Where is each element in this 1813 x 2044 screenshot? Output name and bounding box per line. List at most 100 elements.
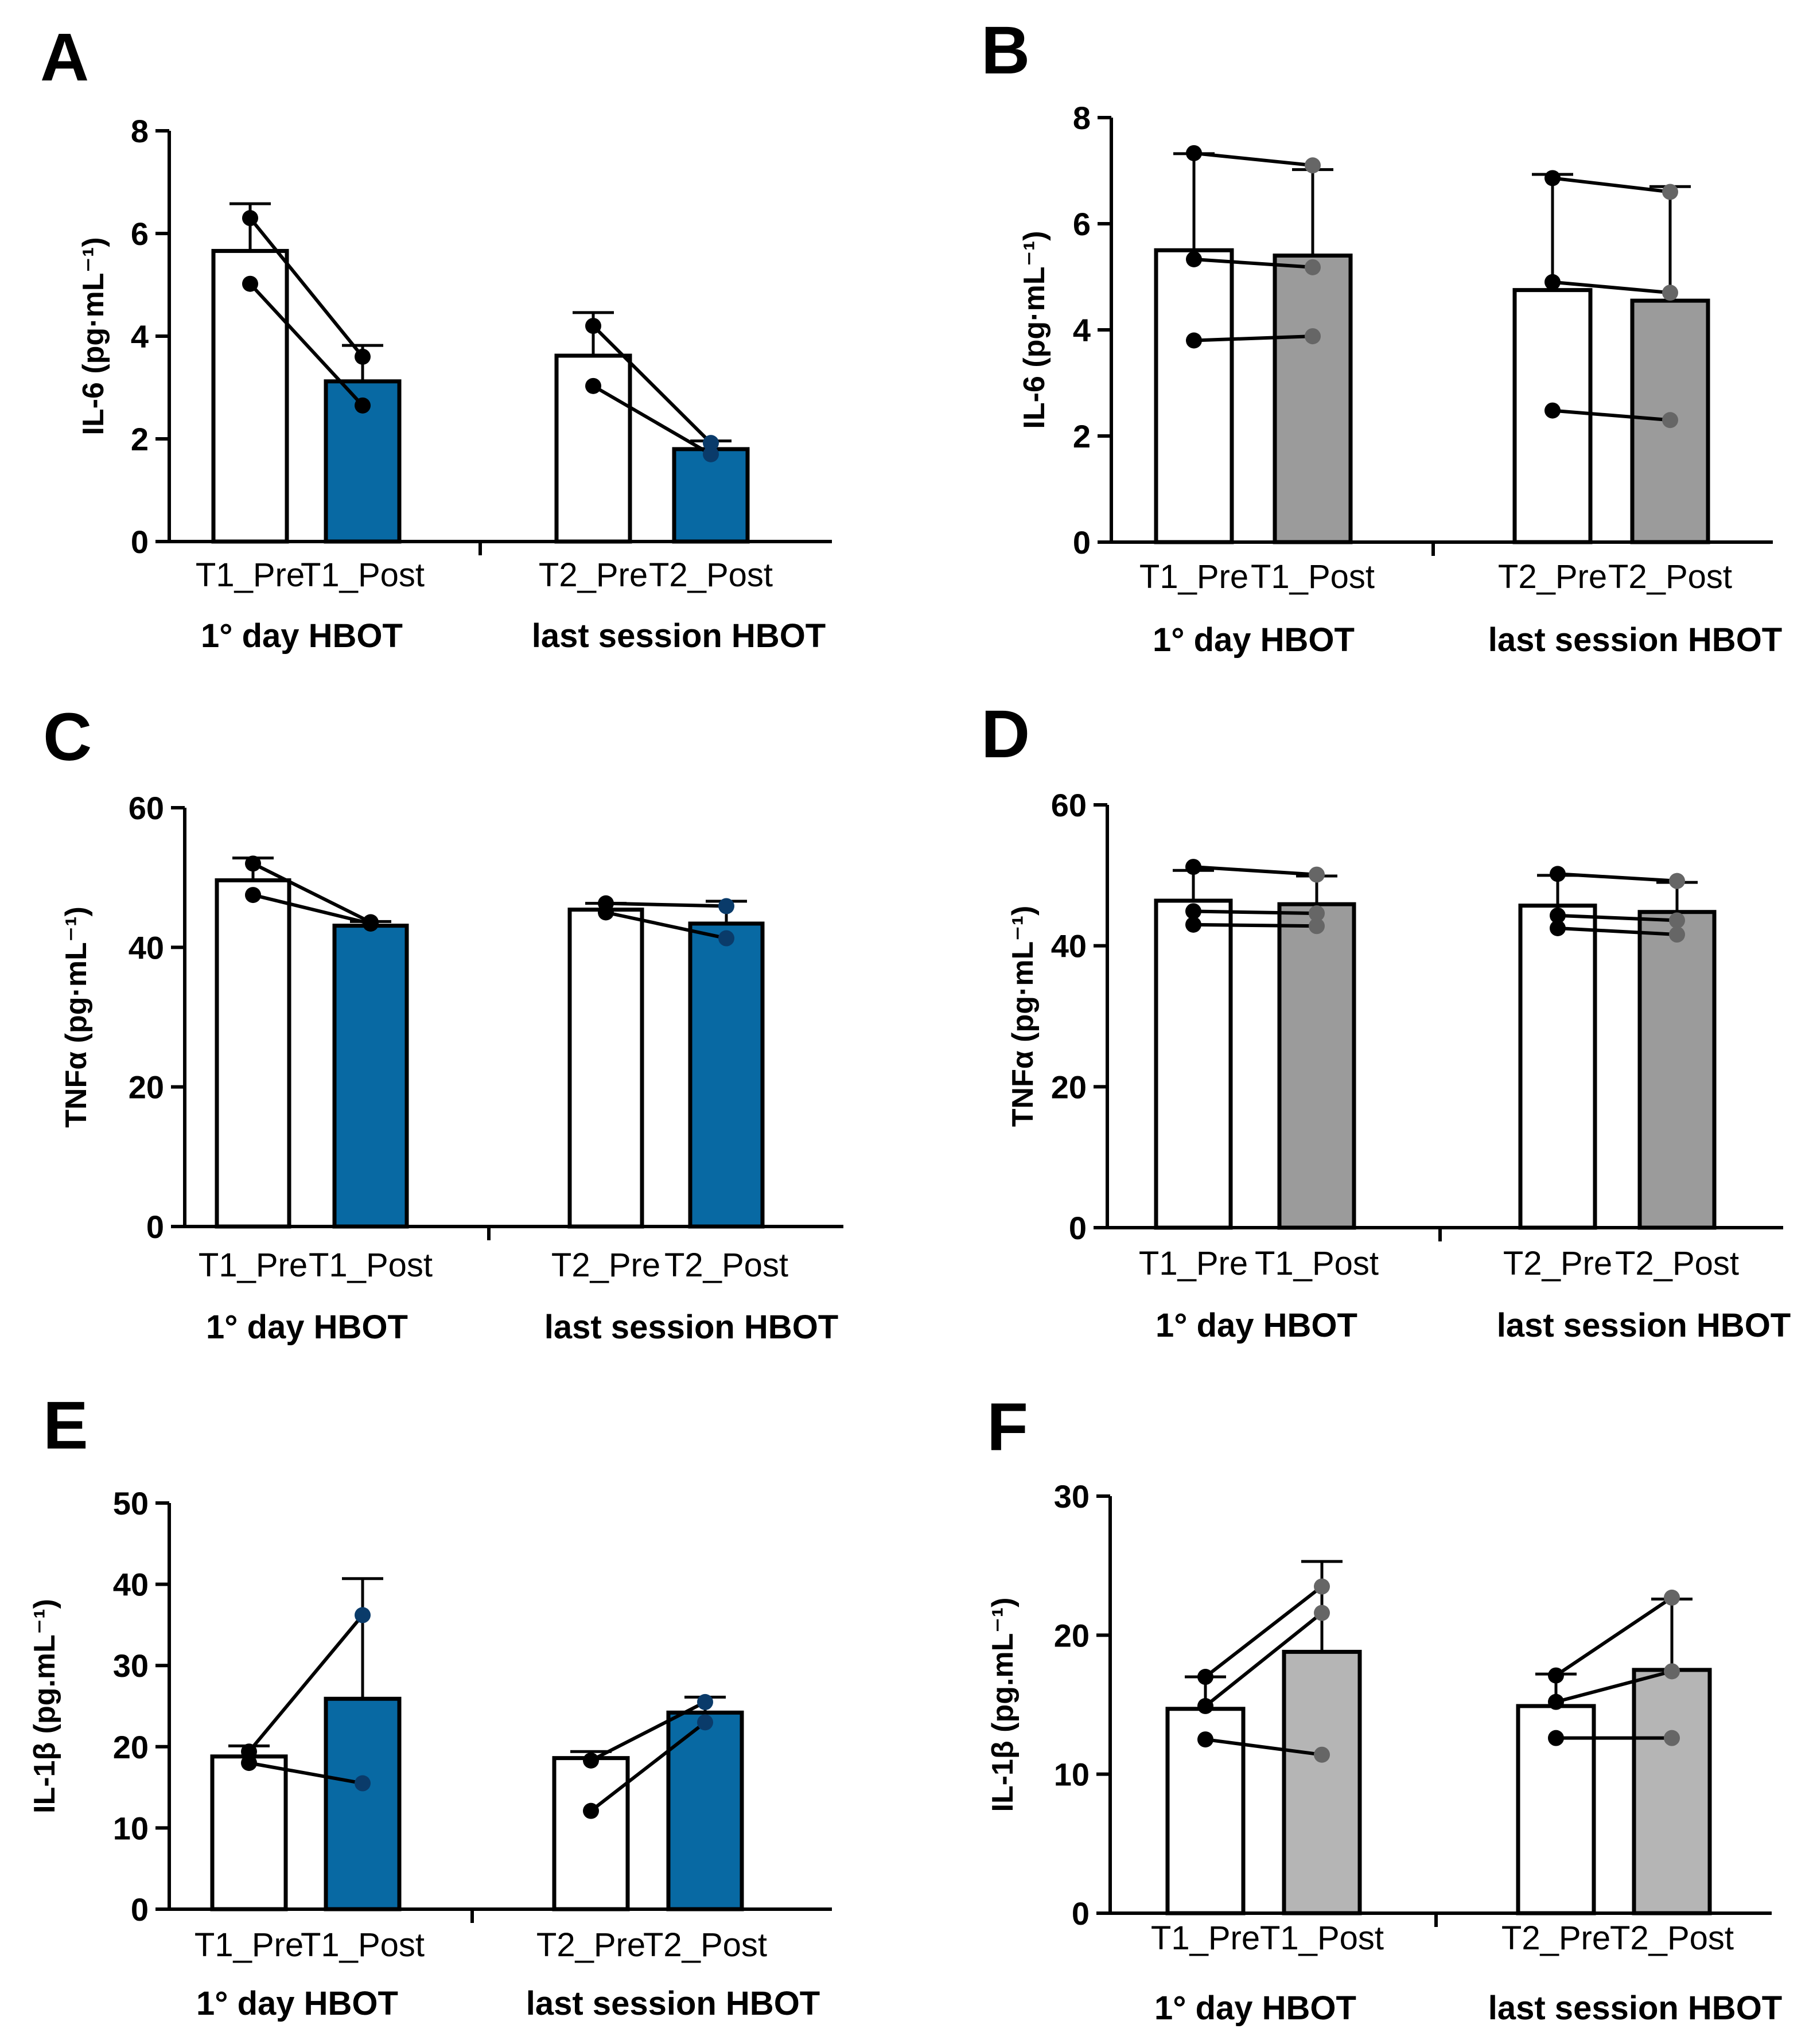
subject-point [1309,918,1325,935]
subject-line [592,384,712,456]
x-tick-label: T1_Post [1255,1245,1379,1282]
subject-line [1204,1611,1323,1708]
subject-line [252,862,372,924]
x-group-label: last session HBOT [1488,1990,1782,2027]
subject-point [1669,873,1685,889]
subject-line [1555,1596,1673,1677]
bar-t2-pre [567,908,644,1229]
chart-panel-f: F 0 10 20 30 IL-1β (pg.mL⁻¹) T1_Pre T1_Post T2_P… [986,1389,1782,2027]
subject-point [1544,170,1561,186]
x-group-label: 1° day HBOT [206,1309,408,1346]
y-tick-label: 2 [1073,418,1091,454]
subject-line [1193,151,1313,168]
subject-point [1314,1746,1330,1763]
panel-letter: C [43,699,92,775]
bar-t2-pre [1518,904,1597,1230]
y-tick-label: 20 [113,1729,149,1765]
panel-letter: E [43,1388,88,1463]
y-tick-label: 50 [113,1485,149,1521]
y-tick-label: 20 [1051,1069,1087,1105]
panel-letter: B [981,13,1030,88]
x-tick-label: T2_Post [649,556,773,594]
x-tick-label: T1_Post [1260,1920,1384,1957]
x-tick-label: T2_Pre [1498,558,1607,595]
y-tick-label: 40 [113,1567,149,1603]
subject-line [1193,922,1317,928]
subject-point [1197,1698,1213,1714]
subject-line [605,910,727,940]
x-group-label: last session HBOT [1488,621,1782,659]
y-tick-label: 0 [131,524,149,560]
y-tick-label: 20 [129,1069,164,1105]
panel-letter: F [987,1389,1028,1465]
subject-point [241,1743,257,1760]
subject-line [1555,1669,1672,1704]
y-tick-label: 40 [1051,928,1087,964]
x-tick-label: T1_Post [301,1926,425,1964]
subject-line [1552,176,1671,194]
y-tick-label: 10 [1054,1757,1090,1793]
subject-point [1305,157,1321,174]
subject-point [583,1752,599,1769]
subject-line [1552,280,1671,295]
x-tick-label: T1_Post [1251,558,1375,595]
subject-line [247,1614,364,1753]
subject-line [1193,334,1313,342]
subject-point [355,348,371,365]
y-tick-label: 30 [1054,1478,1090,1514]
subject-point [1186,251,1202,267]
subject-line [592,324,713,445]
x-group-label: last session HBOT [1497,1307,1791,1344]
panel-letter: D [981,696,1030,772]
subject-line [1552,408,1671,422]
x-tick-label: T1_Post [309,1247,433,1284]
subject-line [1193,909,1317,916]
x-tick-label: T2_Post [1610,1920,1734,1957]
subject-line [605,901,727,908]
subject-point [1309,905,1325,922]
bar-t2-post [1637,910,1717,1230]
x-tick-label: T2_Post [664,1247,788,1284]
x-tick-label: T2_Post [1615,1245,1739,1282]
x-group-label: last session HBOT [526,1985,820,2022]
subject-line [590,1700,706,1762]
x-tick-label: T2_Pre [539,556,648,594]
x-tick-label: T2_Post [643,1926,767,1964]
subject-point [1664,1663,1680,1680]
bar-t1-pre [1154,898,1233,1230]
subject-point [697,1693,713,1710]
subject-point [1550,920,1566,936]
subject-point [1185,859,1201,875]
x-tick-label: T2_Pre [1501,1920,1610,1957]
x-tick-label: T2_Post [1608,558,1732,595]
subject-point [1669,926,1685,943]
bar-t1-pre [211,248,289,544]
subject-point [1186,332,1202,349]
subject-point [1662,184,1678,200]
subject-point [718,930,734,947]
subject-line [252,893,371,925]
x-group-label: 1° day HBOT [201,617,403,655]
subject-line [1557,872,1678,883]
subject-point [703,446,719,462]
y-tick-label: 40 [129,929,164,965]
chart-panel-c: C 0 20 40 60 TNFα (pg·mL⁻¹) T1_Pre T1_Post T2_Pr… [43,699,843,1346]
bar-t1-pre [1154,248,1234,544]
subject-point [355,1607,371,1623]
x-group-label: last session HBOT [532,617,826,655]
subject-point [355,1775,371,1792]
y-tick-label: 6 [1073,206,1091,242]
subject-point [242,275,258,292]
x-tick-label: T2_Pre [536,1926,645,1964]
subject-point [1186,145,1202,161]
x-tick-label: T1_Pre [199,1247,308,1284]
subject-point [1548,1667,1564,1684]
subject-point [583,1802,599,1819]
y-tick-label: 30 [113,1648,149,1684]
subject-point [703,435,719,451]
subject-line [1557,926,1678,937]
subject-point [1185,903,1201,920]
subject-line [248,1761,363,1785]
x-tick-label: T1_Pre [196,556,305,594]
